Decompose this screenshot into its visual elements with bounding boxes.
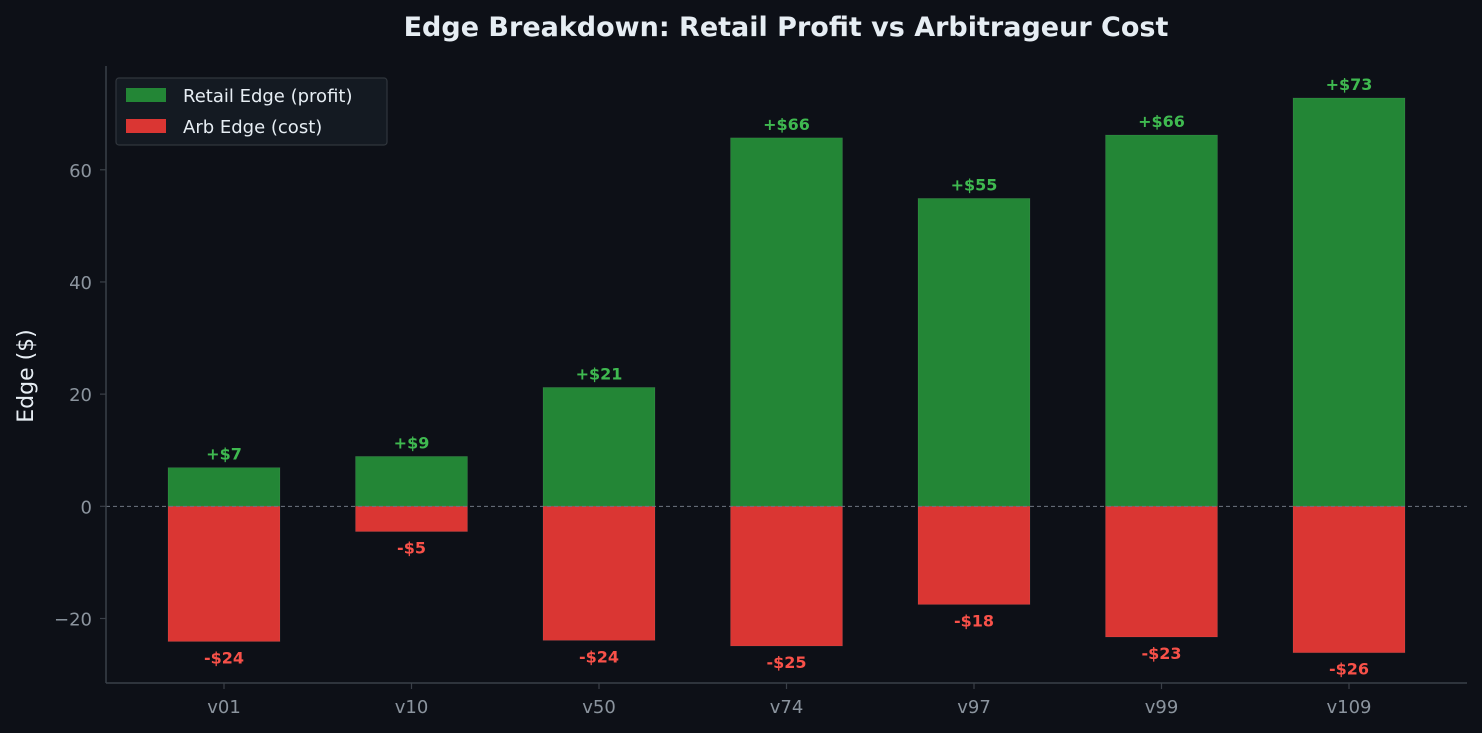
arb-edge-label-v109: -$26	[1329, 660, 1369, 679]
retail-edge-label-v10: +$9	[394, 433, 430, 452]
y-tick-label: −20	[54, 609, 92, 630]
x-tick-label-v109: v109	[1326, 697, 1371, 718]
arb-edge-label-v01: -$24	[204, 648, 244, 667]
legend-label-retail: Retail Edge (profit)	[183, 86, 353, 107]
arb-edge-label-v10: -$5	[397, 539, 426, 558]
arb-edge-label-v97: -$18	[954, 611, 994, 630]
data-labels-group: +$7 +$9 +$21 +$66 +$55 +$66 +$73 -$24 -$5 -$24 -$2…	[204, 75, 1372, 679]
arb-edge-bar-v01	[167, 505, 281, 642]
legend: Retail Edge (profit) Arb Edge (cost)	[115, 77, 388, 146]
x-tick-label-v50: v50	[582, 697, 616, 718]
retail-edge-label-v50: +$21	[576, 364, 623, 383]
retail-edge-label-v01: +$7	[206, 445, 242, 464]
retail-edge-bar-v50	[542, 387, 656, 507]
arb-edge-label-v74: -$25	[766, 653, 806, 672]
x-tick-label-v10: v10	[395, 697, 429, 718]
arb-edge-bar-v97	[917, 505, 1031, 605]
retail-edge-bar-v01	[167, 467, 281, 507]
arb-edge-bar-v74	[730, 505, 843, 647]
legend-swatch-retail	[126, 88, 166, 102]
y-tick-label: 0	[81, 497, 92, 518]
arb-edge-label-v99: -$23	[1141, 644, 1181, 663]
arb-edge-bar-v50	[542, 505, 656, 641]
x-tick-label-v97: v97	[957, 697, 991, 718]
arb-edge-bar-v10	[355, 505, 468, 532]
retail-edge-bar-v109	[1292, 97, 1406, 507]
retail-edge-label-v74: +$66	[763, 115, 810, 134]
retail-edge-bar-v10	[355, 455, 468, 507]
arb-edge-label-v50: -$24	[579, 647, 619, 666]
x-tick-label-v74: v74	[770, 697, 804, 718]
legend-box	[115, 77, 388, 146]
axes-group: −20 0 20 40 60 v01 v10 v50 v74 v97 v99 v109	[54, 66, 1467, 718]
bars-group	[167, 97, 1406, 654]
retail-edge-bar-v99	[1105, 134, 1218, 507]
x-tick-label-v01: v01	[207, 697, 241, 718]
y-axis-label: Edge ($)	[14, 329, 39, 423]
retail-edge-label-v97: +$55	[951, 175, 998, 194]
retail-edge-label-v109: +$73	[1326, 75, 1373, 94]
y-tick-label: 40	[69, 273, 92, 294]
x-tick-label-v99: v99	[1145, 697, 1179, 718]
legend-swatch-arb	[126, 119, 166, 133]
chart-title: Edge Breakdown: Retail Profit vs Arbitra…	[404, 12, 1169, 43]
retail-edge-bar-v97	[917, 197, 1031, 507]
y-tick-label: 60	[69, 161, 92, 182]
retail-edge-bar-v74	[730, 137, 843, 507]
legend-label-arb: Arb Edge (cost)	[183, 117, 322, 138]
y-tick-label: 20	[69, 385, 92, 406]
retail-edge-label-v99: +$66	[1138, 112, 1185, 131]
arb-edge-bar-v109	[1292, 505, 1406, 654]
arb-edge-bar-v99	[1105, 505, 1218, 638]
